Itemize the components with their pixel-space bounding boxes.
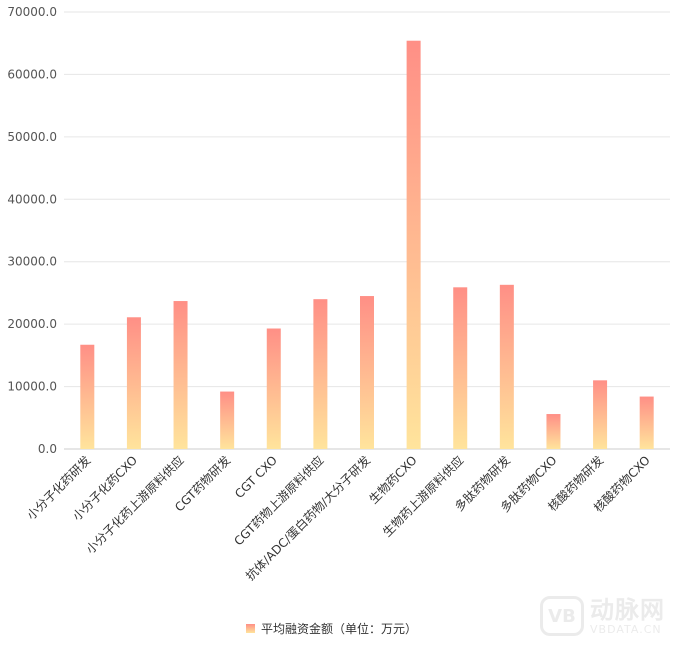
- legend: 平均融资金额（单位：万元）: [246, 620, 417, 637]
- y-tick-label: 60000.0: [7, 67, 57, 81]
- bar: [173, 301, 188, 449]
- watermark-logo: VB 动脉网 VBDATA.CN: [540, 596, 665, 636]
- legend-label: 平均融资金额（单位：万元）: [261, 622, 418, 636]
- bar: [453, 287, 468, 449]
- bar: [546, 414, 561, 449]
- y-tick-label: 30000.0: [7, 255, 57, 269]
- x-tick-label: 生物药上游原料供应: [379, 453, 466, 540]
- y-tick-label: 70000.0: [7, 5, 57, 19]
- bar: [80, 344, 95, 449]
- bar: [220, 391, 235, 449]
- legend-swatch: [246, 624, 255, 633]
- bar: [593, 380, 608, 449]
- y-tick-label: 50000.0: [7, 130, 57, 144]
- y-tick-label: 40000.0: [7, 192, 57, 206]
- bar: [126, 317, 141, 449]
- watermark-en: VBDATA.CN: [590, 622, 662, 636]
- bars: [80, 40, 654, 450]
- bar: [360, 296, 374, 449]
- vb-logo-icon: VB: [540, 596, 584, 636]
- bar: [313, 299, 328, 449]
- bar: [499, 284, 514, 449]
- x-tick-label: CGT药物上游原料供应: [231, 453, 327, 549]
- bar: [266, 328, 281, 449]
- y-tick-label: 20000.0: [7, 317, 57, 331]
- y-tick-label: 10000.0: [7, 380, 57, 394]
- x-tick-label: CGT CXO: [232, 453, 280, 501]
- bar: [406, 40, 421, 450]
- watermark-cn: 动脉网: [590, 595, 665, 624]
- y-axis-ticks: 0.0 10000.0 20000.0 30000.0 40000.0 50000.0 60…: [7, 5, 57, 456]
- bar: [639, 396, 654, 449]
- y-tick-label: 0.0: [38, 442, 57, 456]
